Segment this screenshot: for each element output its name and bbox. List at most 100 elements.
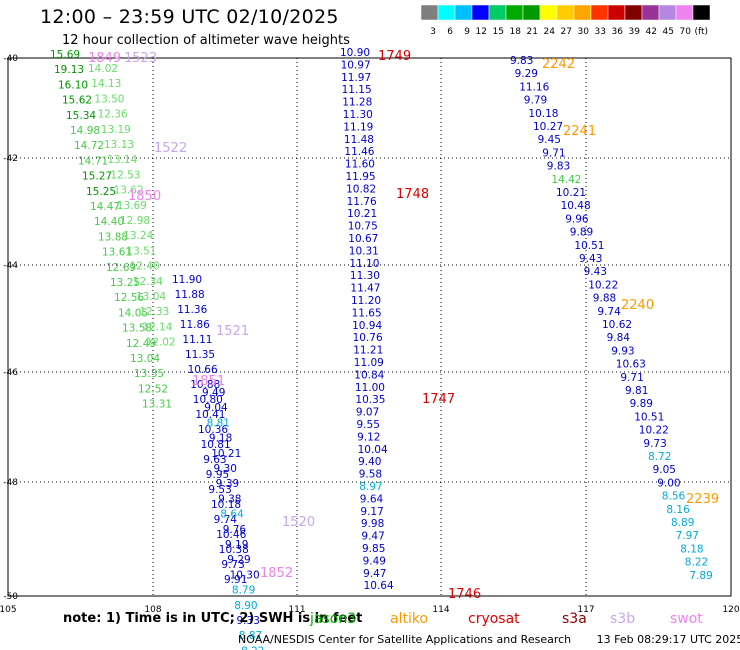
x-tick-label: 120 <box>722 605 739 615</box>
wave-height-value: 9.49 <box>202 387 225 399</box>
wave-height-value: 11.28 <box>342 97 372 109</box>
y-tick-label: -50 <box>3 592 18 602</box>
wave-height-value: 10.51 <box>574 240 604 252</box>
scale-swatch <box>692 4 711 21</box>
wave-height-value: 13.13 <box>104 139 134 151</box>
mission-legend-swot: swot <box>670 611 703 627</box>
wave-height-value: 9.49 <box>363 555 386 567</box>
mission-legend-altiko: altiko <box>390 611 429 627</box>
page-subtitle: 12 hour collection of altimeter wave hei… <box>62 33 350 48</box>
wave-height-value: 9.84 <box>607 332 631 344</box>
wave-height-value: 9.04 <box>204 402 228 414</box>
scale-label: 30 <box>578 27 590 37</box>
wave-height-value: 10.88 <box>190 379 220 391</box>
pass-number-label: 1523 <box>124 51 157 66</box>
wave-height-value: 9.45 <box>538 134 561 146</box>
wave-height-value: 9.79 <box>524 95 547 107</box>
wave-height-value: 9.76 <box>223 524 247 536</box>
wave-height-value: 12.02 <box>146 337 176 349</box>
wave-height-value: 19.13 <box>54 64 84 76</box>
mission-legend-jason3: jason3 <box>310 611 357 627</box>
scale-label: 3 <box>430 27 436 37</box>
pass-number-label: 1749 <box>378 49 411 64</box>
wave-height-value: 12.98 <box>120 215 150 227</box>
pass-number-label: 2241 <box>563 124 596 139</box>
wave-height-value: 8.81 <box>207 417 230 429</box>
wave-height-value: 10.82 <box>346 183 376 195</box>
x-tick-label: 105 <box>0 605 17 615</box>
page-title: 12:00 – 23:59 UTC 02/10/2025 <box>40 6 339 28</box>
wave-height-value: 10.90 <box>340 47 370 59</box>
pass-labels: 1523 1522 1521 1520 1849 1850 1851 1852 1749 1748… <box>88 49 719 602</box>
axis-labels: 105 108 111 114 117 120 -40 -42 -44 -46 -48 -50 <box>0 54 740 615</box>
wave-height-value: 8.56 <box>662 491 686 503</box>
scale-label: 18 <box>510 27 522 37</box>
wave-height-value: 14.72 <box>74 140 104 152</box>
wave-height-value: 9.91 <box>224 574 247 586</box>
wave-height-value: 10.21 <box>211 448 241 460</box>
wave-height-value: 11.10 <box>349 258 379 270</box>
pass-number-label: 1849 <box>88 51 121 66</box>
wave-height-value: 11.00 <box>355 382 385 394</box>
wave-height-value: 9.05 <box>653 464 676 476</box>
wave-height-value: 10.21 <box>347 208 377 220</box>
wave-height-value: 11.76 <box>347 196 377 208</box>
wave-height-value: 9.43 <box>579 253 602 265</box>
pass-number-label: 1521 <box>216 324 249 339</box>
scale-label: 21 <box>527 27 538 37</box>
wave-height-value: 11.86 <box>180 319 210 331</box>
wave-height-value: 7.89 <box>689 570 712 582</box>
x-tick-label: 114 <box>432 605 449 615</box>
wave-height-value: 12.34 <box>133 276 163 288</box>
wave-height-value: 9.30 <box>214 463 237 475</box>
pass-number-label: 1746 <box>448 587 481 602</box>
pass-number-label: 1850 <box>128 189 161 204</box>
wave-height-value: 13.35 <box>134 368 164 380</box>
wave-height-value: 9.19 <box>225 539 248 551</box>
wave-height-value: 12.36 <box>98 109 128 121</box>
scale-label: 12 <box>476 27 487 37</box>
wave-height-value: 13.50 <box>94 93 124 105</box>
scale-swatch <box>658 4 677 21</box>
wave-height-value: 8.64 <box>220 509 244 521</box>
wave-height-value: 9.89 <box>570 227 593 239</box>
wave-height-value: 9.40 <box>358 456 381 468</box>
wave-height-value: 16.10 <box>58 79 88 91</box>
wave-height-value: 9.38 <box>218 493 241 505</box>
wave-height-value: 12.33 <box>139 306 169 318</box>
wave-height-value: 9.83 <box>547 161 570 173</box>
scale-label: (ft) <box>694 27 708 37</box>
scale-label: 70 <box>680 27 692 37</box>
wave-height-value: 8.16 <box>666 504 690 516</box>
wave-height-value: 10.38 <box>219 544 249 556</box>
wave-height-value: 14.40 <box>94 216 124 228</box>
note-line: note: 1) Time is in UTC; 2) SWH is in fe… <box>0 611 740 631</box>
scale-label: 39 <box>629 27 641 37</box>
wave-height-value: 8.18 <box>680 543 703 555</box>
wave-height-value: 9.73 <box>643 438 666 450</box>
wave-height-value: 9.95 <box>206 469 229 481</box>
wave-height-value: 9.29 <box>515 68 538 80</box>
scale-swatch <box>488 4 507 21</box>
wave-height-value: 15.27 <box>82 171 112 183</box>
scale-swatch <box>471 4 490 21</box>
scale-swatch <box>675 4 694 21</box>
wave-height-value: 10.76 <box>353 332 383 344</box>
scale-label: 9 <box>464 27 470 37</box>
wave-height-value: 10.51 <box>634 411 664 423</box>
y-tick-label: -46 <box>3 368 18 378</box>
scale-label: 45 <box>663 27 674 37</box>
wave-height-value: 11.90 <box>172 274 202 286</box>
wave-height-value: 9.88 <box>593 293 616 305</box>
wave-height-value: 11.30 <box>350 270 380 282</box>
wave-height-value: 13.62 <box>114 185 144 197</box>
wave-height-value: 9.85 <box>362 543 385 555</box>
wave-height-value: 13.69 <box>117 200 147 212</box>
wave-height-value: 9.00 <box>657 477 680 489</box>
wave-height-value: 10.30 <box>230 569 260 581</box>
wave-height-value: 8.79 <box>232 585 255 597</box>
scale-label: 36 <box>612 27 624 37</box>
wave-height-value: 11.97 <box>341 72 371 84</box>
wave-height-value: 10.84 <box>354 369 384 381</box>
scale-swatch <box>641 4 660 21</box>
